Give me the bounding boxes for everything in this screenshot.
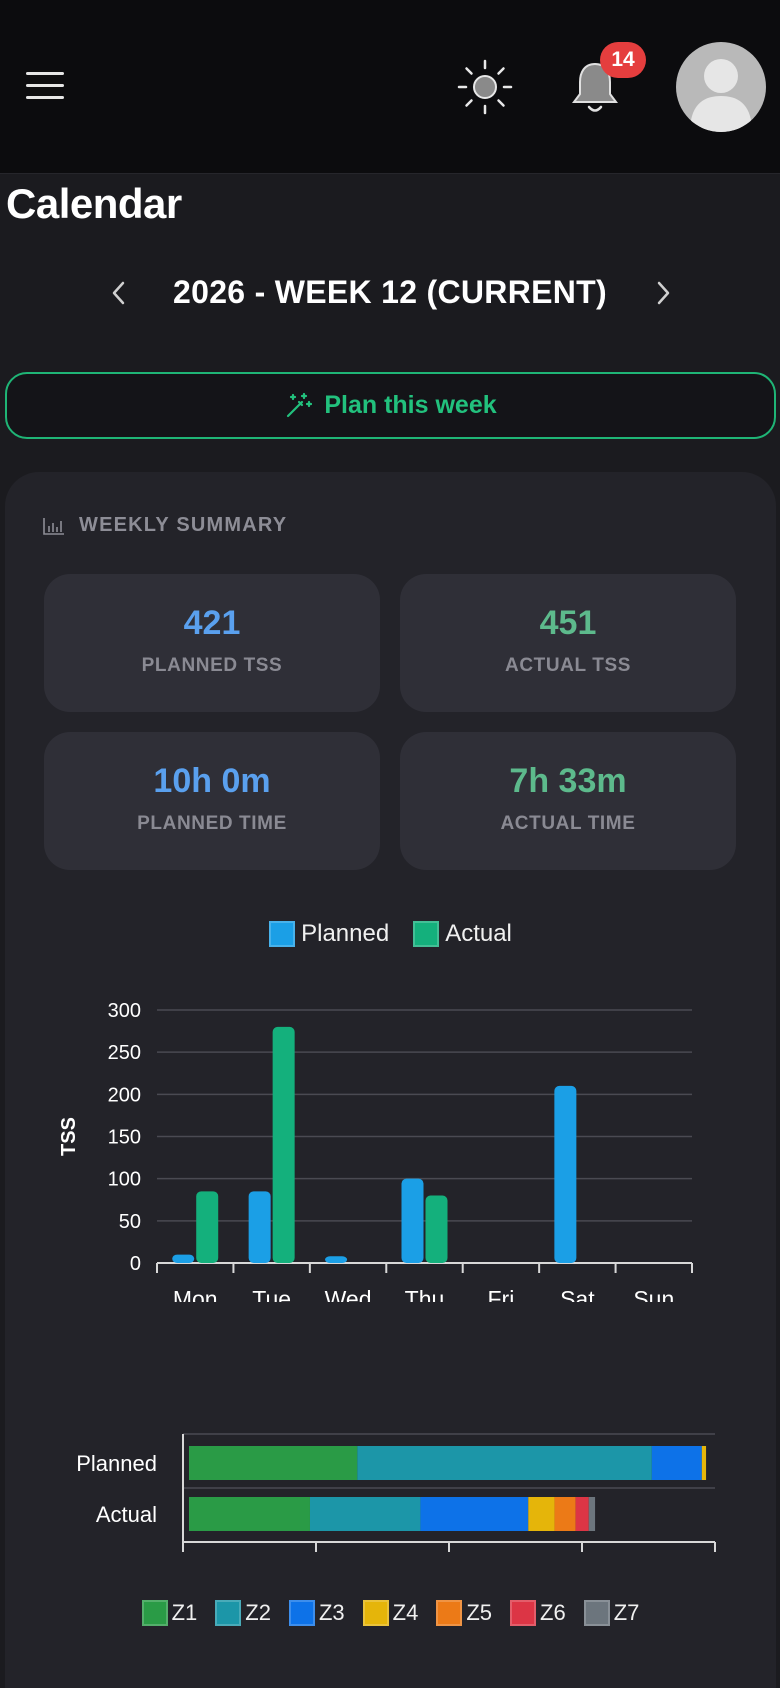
zone-legend: Z1 Z2 Z3 Z4 Z5 Z6 Z7 <box>5 1600 776 1626</box>
zone-segment-z2 <box>309 1497 421 1531</box>
legend-label: Z5 <box>466 1600 493 1625</box>
bar-planned <box>172 1254 195 1263</box>
sun-icon[interactable] <box>456 58 514 116</box>
bar-planned <box>401 1178 424 1263</box>
legend-label: Z2 <box>245 1600 271 1625</box>
stat-planned-tss: 421 PLANNED TSS <box>44 574 380 712</box>
zone-segment-z1 <box>189 1446 358 1480</box>
bar-actual <box>272 1026 295 1263</box>
stat-actual-time: 7h 33m ACTUAL TIME <box>400 732 736 870</box>
legend-swatch <box>362 1600 389 1626</box>
legend-label: Z6 <box>540 1600 566 1625</box>
avatar[interactable] <box>676 42 766 132</box>
legend-item-z6[interactable]: Z6 <box>510 1600 566 1626</box>
bar-planned <box>248 1191 271 1263</box>
y-tick-label: 100 <box>108 1169 141 1191</box>
legend-swatch <box>269 921 296 947</box>
legend-swatch <box>413 921 440 947</box>
stat-value: 10h 0m <box>153 762 271 800</box>
zone-segment-z4 <box>528 1497 555 1531</box>
zone-segment-z5 <box>554 1497 576 1531</box>
menu-icon[interactable] <box>26 72 64 102</box>
y-tick-label: 200 <box>108 1084 141 1106</box>
stat-label: ACTUAL TSS <box>505 655 631 676</box>
tss-bar-chart: TSS 0 50 100 150 200 250 300 Mon Tue Wed Thu Fri Sat S… <box>58 1000 693 1302</box>
zone-segment-z4 <box>701 1446 707 1480</box>
y-axis-label: TSS <box>58 1117 80 1156</box>
notification-badge: 14 <box>600 42 646 78</box>
x-tick-label: Tue <box>252 1286 291 1302</box>
y-tick-label: 0 <box>130 1253 141 1275</box>
legend-item-z4[interactable]: Z4 <box>362 1600 419 1626</box>
legend-swatch <box>141 1600 168 1626</box>
legend-swatch <box>436 1600 463 1626</box>
chevron-left-icon[interactable] <box>104 276 134 310</box>
summary-header: WEEKLY SUMMARY <box>43 514 287 537</box>
legend-label: Z3 <box>318 1600 345 1625</box>
legend-item-z3[interactable]: Z3 <box>288 1600 345 1626</box>
stat-value: 421 <box>183 604 241 642</box>
zone-segment-z7 <box>588 1497 596 1531</box>
bar-chart-icon <box>43 517 64 535</box>
stat-label: ACTUAL TIME <box>500 813 636 834</box>
legend-swatch <box>215 1600 242 1626</box>
stat-actual-tss: 451 ACTUAL TSS <box>400 574 736 712</box>
stat-label: PLANNED TSS <box>141 655 283 676</box>
tss-chart-legend: Planned Actual <box>5 920 776 948</box>
zone-segment-z3 <box>651 1446 702 1480</box>
y-tick-label: 250 <box>108 1042 141 1064</box>
plan-week-label: Plan this week <box>324 391 497 419</box>
y-tick-label: 150 <box>108 1127 141 1149</box>
x-tick-label: Thu <box>405 1286 445 1302</box>
x-tick-label: Mon <box>173 1286 218 1302</box>
bar-planned <box>325 1256 348 1263</box>
legend-item-z5[interactable]: Z5 <box>436 1600 492 1626</box>
y-tick-label: 50 <box>119 1211 141 1233</box>
stat-label: PLANNED TIME <box>137 813 287 834</box>
user-silhouette-icon <box>690 59 752 132</box>
legend-label: Actual <box>445 920 512 947</box>
weekly-summary-card: WEEKLY SUMMARY 421 PLANNED TSS 451 ACTUA… <box>5 472 776 1688</box>
y-category-label: Actual <box>96 1502 157 1527</box>
zone-segment-z1 <box>189 1497 310 1531</box>
bar-planned <box>554 1085 577 1263</box>
stat-value: 451 <box>539 604 597 642</box>
x-tick-label: Wed <box>325 1286 372 1302</box>
stat-planned-time: 10h 0m PLANNED TIME <box>44 732 380 870</box>
legend-item-z2[interactable]: Z2 <box>215 1600 271 1626</box>
legend-item-planned[interactable]: Planned <box>269 920 389 948</box>
summary-heading: WEEKLY SUMMARY <box>79 514 288 536</box>
zone-segment-z6 <box>575 1497 589 1531</box>
zone-segment-z3 <box>420 1497 529 1531</box>
y-category-label: Planned <box>76 1451 157 1476</box>
plan-week-button[interactable]: Plan this week <box>5 372 776 439</box>
week-label: 2026 - WEEK 12 (CURRENT) <box>173 274 607 310</box>
x-tick-label: Sun <box>633 1286 674 1302</box>
magic-wand-icon <box>287 392 313 417</box>
legend-swatch <box>288 1600 315 1626</box>
top-bar: 14 <box>0 0 780 174</box>
x-tick-label: Fri <box>488 1286 515 1302</box>
y-tick-label: 300 <box>108 1000 141 1022</box>
page-title: Calendar <box>6 180 182 227</box>
legend-label: Z7 <box>613 1600 640 1625</box>
legend-swatch <box>583 1600 610 1626</box>
stat-value: 7h 33m <box>509 762 627 800</box>
legend-item-actual[interactable]: Actual <box>413 920 512 948</box>
zone-segment-z2 <box>357 1446 652 1480</box>
bar-actual <box>196 1191 219 1263</box>
week-navigator: 2026 - WEEK 12 (CURRENT) <box>0 268 780 318</box>
zone-distribution-chart: Planned Actual <box>76 1433 716 1552</box>
legend-label: Z4 <box>392 1600 419 1625</box>
chevron-right-icon[interactable] <box>648 276 678 310</box>
legend-label: Planned <box>301 920 390 947</box>
x-tick-label: Sat <box>560 1286 595 1302</box>
legend-item-z7[interactable]: Z7 <box>583 1600 640 1626</box>
bar-actual <box>425 1195 448 1263</box>
legend-label: Z1 <box>171 1600 198 1625</box>
legend-swatch <box>510 1600 537 1626</box>
legend-item-z1[interactable]: Z1 <box>141 1600 198 1626</box>
